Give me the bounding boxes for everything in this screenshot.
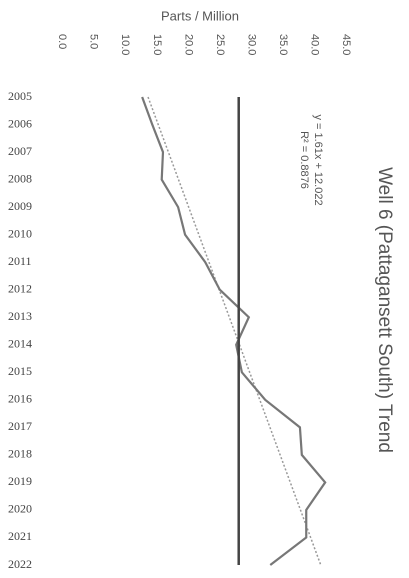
x-tick-label: 25.0: [214, 34, 226, 55]
y-tick-label: 2018: [8, 447, 32, 461]
x-tick-label: 20.0: [182, 34, 194, 55]
chart-title: Well 6 (Pattagansett South) Trend: [374, 167, 395, 453]
x-tick-label: 35.0: [277, 34, 289, 55]
y-tick-label: 2005: [8, 89, 32, 103]
x-tick-label: 40.0: [309, 34, 321, 55]
axis-title: Parts / Million: [161, 8, 239, 23]
x-tick-label: 5.0: [88, 34, 100, 49]
y-tick-label: 2013: [8, 309, 32, 323]
y-tick-label: 2007: [8, 144, 32, 158]
y-tick-label: 2006: [8, 116, 32, 130]
y-tick-label: 2008: [8, 171, 32, 185]
y-tick-label: 2009: [8, 199, 32, 213]
y-tick-label: 2020: [8, 502, 32, 516]
x-tick-label: 45.0: [340, 34, 352, 55]
r-squared: R² = 0.8876: [298, 131, 310, 189]
y-tick-label: 2011: [8, 254, 32, 268]
y-tick-label: 2012: [8, 281, 32, 295]
equation: y = 1.61x + 12.022: [312, 114, 324, 205]
x-tick-label: 15.0: [151, 34, 163, 55]
x-tick-label: 0.0: [56, 34, 68, 49]
y-tick-label: 2010: [8, 226, 32, 240]
y-tick-label: 2014: [8, 337, 32, 351]
y-tick-label: 2017: [8, 419, 32, 433]
y-tick-label: 2016: [8, 392, 32, 406]
y-tick-label: 2019: [8, 474, 32, 488]
y-tick-label: 2015: [8, 364, 32, 378]
y-tick-label: 2022: [8, 557, 32, 571]
x-tick-label: 10.0: [119, 34, 131, 55]
y-tick-label: 2021: [8, 529, 32, 543]
trendline: [147, 96, 322, 566]
x-tick-label: 30.0: [245, 34, 257, 55]
data-line: [141, 96, 327, 566]
